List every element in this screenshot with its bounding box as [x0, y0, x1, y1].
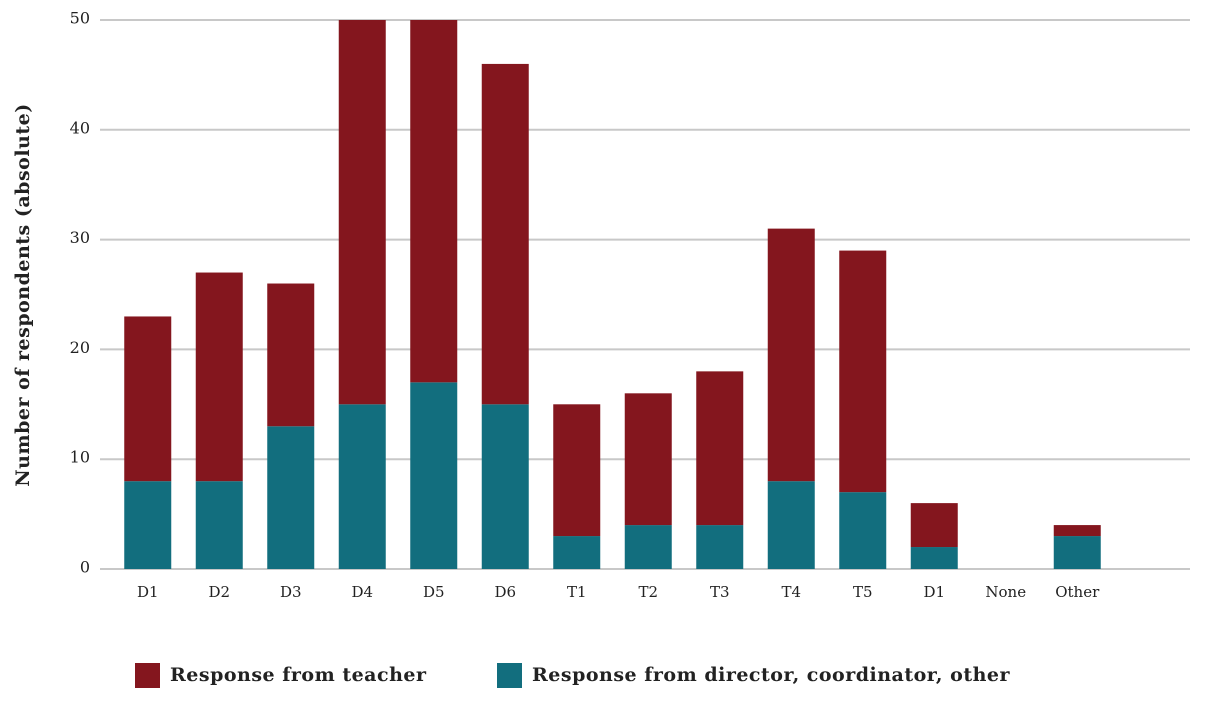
y-tick-label: 20 [70, 338, 90, 357]
bar-segment [124, 316, 172, 482]
bar-segment [195, 481, 243, 569]
bar-segment [910, 547, 958, 569]
bar-segment [624, 525, 672, 569]
x-tick-label: D3 [280, 583, 302, 601]
bar-segment [410, 20, 458, 383]
x-tick-label: D6 [494, 583, 516, 601]
bar-segment [338, 20, 386, 405]
bar-segment [1053, 525, 1101, 537]
x-tick-label: T4 [781, 583, 801, 601]
y-tick-label: 10 [70, 448, 90, 467]
bar-segment [553, 536, 601, 569]
x-tick-label: T5 [853, 583, 873, 601]
legend-label: Response from director, coordinator, oth… [532, 664, 1011, 686]
legend-label: Response from teacher [170, 664, 427, 686]
x-tick-label: T1 [567, 583, 587, 601]
bar-segment [481, 63, 529, 405]
bar-segment [696, 371, 744, 526]
x-tick-label: D4 [351, 583, 373, 601]
x-tick-label: T2 [638, 583, 658, 601]
bar-segment [553, 404, 601, 537]
y-axis-label: Number of respondents (absolute) [12, 103, 34, 486]
bar-segment [338, 404, 386, 569]
bar-segment [1053, 536, 1101, 569]
bar-segment [767, 481, 815, 569]
bar-segment [267, 283, 315, 427]
legend-swatch [497, 663, 522, 688]
bar-segment [481, 404, 529, 569]
bar-segment [410, 382, 458, 569]
bar-segment [839, 492, 887, 569]
bar-segment [624, 393, 672, 526]
x-tick-label: D1 [137, 583, 159, 601]
x-tick-label: D5 [423, 583, 445, 601]
bar-segment [767, 228, 815, 482]
y-tick-label: 0 [80, 558, 90, 577]
x-tick-label: D1 [923, 583, 945, 601]
y-tick-label: 30 [70, 228, 90, 247]
bar-segment [267, 426, 315, 569]
legend-swatch [135, 663, 160, 688]
y-tick-label: 50 [70, 9, 90, 28]
bar-segment [839, 250, 887, 493]
x-tick-label: None [985, 583, 1026, 601]
y-tick-label: 40 [70, 118, 90, 137]
bar-segment [195, 272, 243, 482]
bar-segment [124, 481, 172, 569]
bar-segment [910, 503, 958, 548]
bar-segment [696, 525, 744, 569]
x-tick-label: D2 [208, 583, 230, 601]
x-tick-label: T3 [710, 583, 730, 601]
x-tick-label: Other [1055, 583, 1100, 601]
